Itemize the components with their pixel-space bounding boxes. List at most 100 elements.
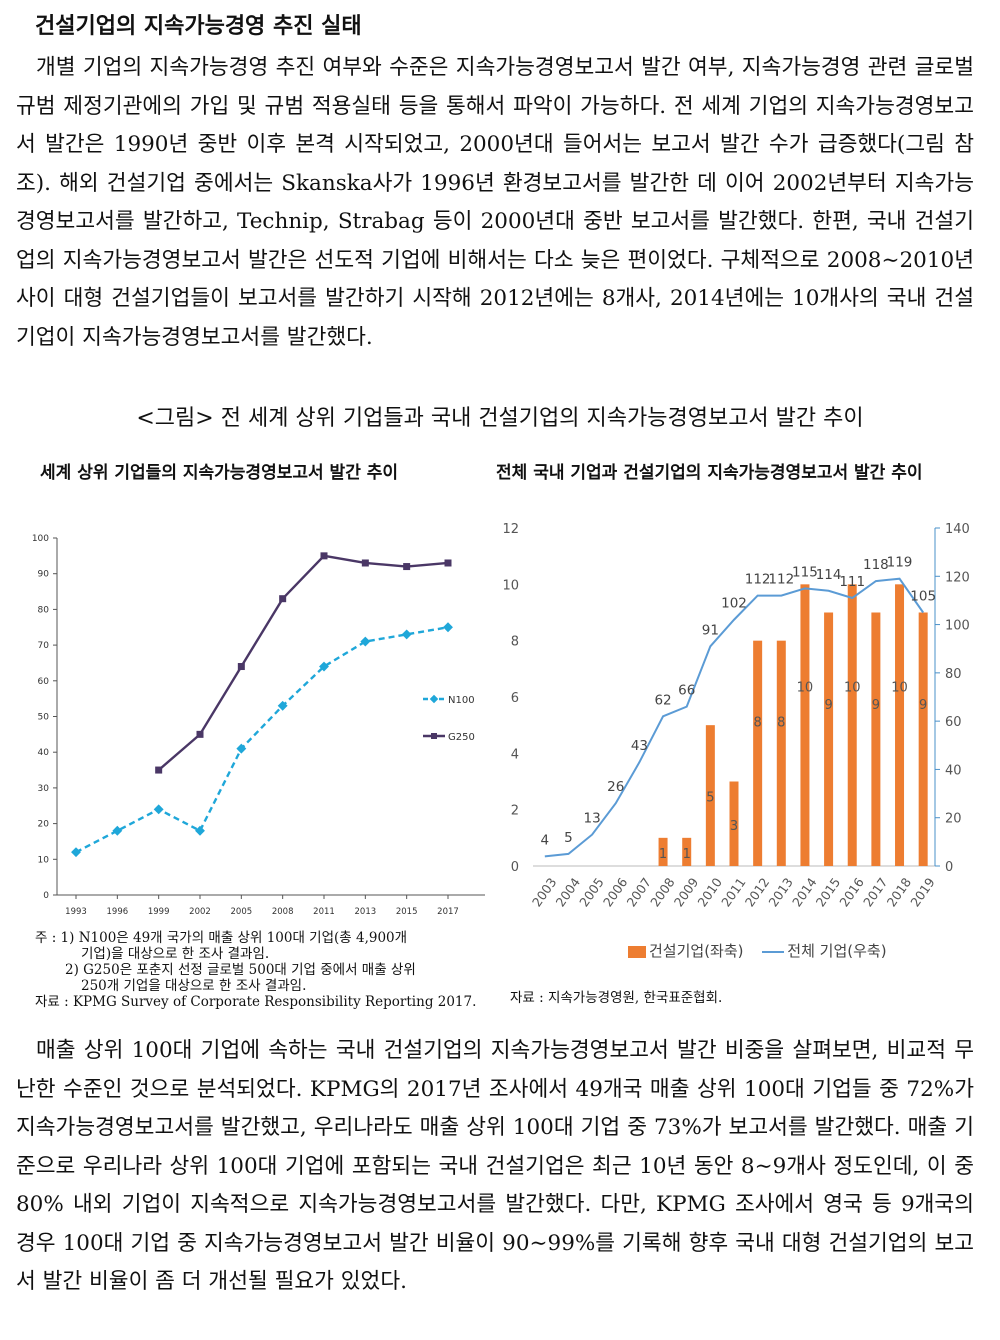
x-tick-label: 2013 <box>765 875 796 910</box>
x-tick-label: 1996 <box>107 907 129 917</box>
construction-bar <box>753 640 763 866</box>
data-point <box>236 743 247 754</box>
x-tick-label: 2011 <box>718 875 749 910</box>
total-companies-line <box>544 577 924 858</box>
right-tick-label: 120 <box>945 570 970 585</box>
legend-label: N100 <box>448 695 475 706</box>
y-tick-label: 80 <box>38 605 50 615</box>
bar-data-label: 10 <box>891 680 908 695</box>
paragraph-analysis: 매출 상위 100대 기업에 속하는 국내 건설기업의 지속가능경영보고서 발간… <box>16 1038 974 1294</box>
x-tick-label: 2010 <box>694 875 725 910</box>
data-point <box>277 700 288 711</box>
x-tick-label: 2016 <box>836 875 867 910</box>
note-line: 주 : 1) N100은 49개 국가의 매출 상위 100대 기업(총 4,9… <box>35 930 408 946</box>
data-point <box>112 825 123 836</box>
x-tick-label: 2017 <box>860 875 891 910</box>
line-data-label: 118 <box>863 557 889 573</box>
left-tick-label: 2 <box>511 804 519 819</box>
construction-bar <box>658 837 668 866</box>
line-data-label: 111 <box>839 574 865 590</box>
line-data-label: 26 <box>607 779 624 795</box>
line-data-label: 66 <box>678 683 695 699</box>
legend-marker <box>431 733 437 739</box>
chart-notes: 주 : 1) N100은 49개 국가의 매출 상위 100대 기업(총 4,9… <box>35 930 476 1010</box>
note-line: 자료 : KPMG Survey of Corporate Responsibi… <box>35 994 477 1010</box>
right-tick-label: 0 <box>945 860 953 875</box>
line-data-label: 119 <box>887 555 913 571</box>
data-point <box>443 622 453 633</box>
x-tick-label: 2004 <box>553 875 584 910</box>
data-point <box>279 595 287 603</box>
data-point <box>196 730 204 738</box>
x-tick-label: 2019 <box>907 875 938 910</box>
bar-data-label: 3 <box>730 819 738 834</box>
construction-bar <box>871 612 881 866</box>
domestic-chart-legend: 건설기업(좌축) 전체 기업(우축) <box>628 940 887 961</box>
right-tick-label: 140 <box>945 522 970 537</box>
section-heading: 건설기업의 지속가능경영 추진 실태 <box>35 14 362 39</box>
x-tick-label: 2003 <box>529 875 560 910</box>
line-data-label: 4 <box>541 832 550 848</box>
x-tick-label: 2009 <box>671 875 702 910</box>
construction-bar <box>682 837 692 866</box>
data-point <box>237 663 245 671</box>
y-tick-label: 30 <box>38 784 50 794</box>
global-report-line-chart: 0 10 20 30 40 50 60 70 80 90 100 1993 1996 1999 2002 20… <box>32 534 485 917</box>
y-tick-label: 90 <box>38 570 50 580</box>
right-tick-label: 80 <box>945 667 962 682</box>
x-tick-label: 1999 <box>148 907 170 917</box>
line-data-label: 115 <box>792 564 818 580</box>
data-point <box>361 559 369 567</box>
x-tick-label: 2017 <box>437 907 459 917</box>
construction-bar <box>847 584 857 866</box>
right-tick-label: 100 <box>945 619 970 634</box>
bar-legend-swatch <box>628 945 646 958</box>
line-data-label: 13 <box>584 811 601 827</box>
x-tick-label: 2011 <box>313 907 335 917</box>
x-tick-label: 2007 <box>624 875 655 910</box>
bar-data-label: 8 <box>754 715 762 730</box>
y-tick-label: 60 <box>38 677 50 687</box>
x-tick-label: 2008 <box>272 907 294 917</box>
y-tick-label: 20 <box>38 820 50 830</box>
bar-data-label: 1 <box>683 847 691 862</box>
right-tick-label: 40 <box>945 763 962 778</box>
construction-bar <box>918 612 928 866</box>
construction-bar <box>895 584 905 866</box>
data-point <box>195 825 205 836</box>
x-tick-label: 2008 <box>647 875 678 910</box>
domestic-chart-source: 자료 : 지속가능경영원, 한국표준협회. <box>510 990 723 1006</box>
legend-marker <box>429 694 439 704</box>
y-tick-label: 50 <box>38 713 50 723</box>
data-point <box>444 559 452 567</box>
x-tick-label: 1993 <box>65 907 87 917</box>
bar-data-label: 5 <box>706 791 714 806</box>
legend-label: G250 <box>448 732 475 743</box>
line-data-label: 5 <box>564 830 573 846</box>
series-line-g250 <box>157 554 449 771</box>
bar-data-label: 8 <box>777 715 785 730</box>
figure-caption: <그림> 전 세계 상위 기업들과 국내 건설기업의 지속가능경영보고서 발간 … <box>136 406 864 431</box>
note-line: 기업)을 대상으로 한 조사 결과임. <box>81 946 270 962</box>
left-tick-label: 8 <box>511 635 519 650</box>
chart-title-domestic: 전체 국내 기업과 건설기업의 지속가능경영보고서 발간 추이 <box>496 463 923 483</box>
construction-bar <box>824 612 834 866</box>
bar-data-label: 1 <box>659 847 667 862</box>
x-tick-label: 2015 <box>396 907 418 917</box>
x-tick-label: 2002 <box>189 907 211 917</box>
construction-bar <box>729 781 739 866</box>
x-tick-label: 2015 <box>813 875 844 910</box>
x-tick-label: 2006 <box>600 875 631 910</box>
bar-data-label: 9 <box>919 698 927 713</box>
y-tick-label: 10 <box>38 855 50 865</box>
line-data-label: 112 <box>745 572 771 588</box>
line-data-label: 112 <box>768 572 794 588</box>
line-data-label: 91 <box>702 622 719 638</box>
line-data-label: 114 <box>816 567 842 583</box>
bar-data-label: 10 <box>797 680 814 695</box>
line-data-label: 43 <box>631 738 648 754</box>
bar-data-label: 9 <box>872 698 880 713</box>
left-tick-label: 10 <box>502 578 519 593</box>
note-line: 2) G250은 포춘지 선정 글로벌 500대 기업 중에서 매출 상위 <box>65 962 416 978</box>
